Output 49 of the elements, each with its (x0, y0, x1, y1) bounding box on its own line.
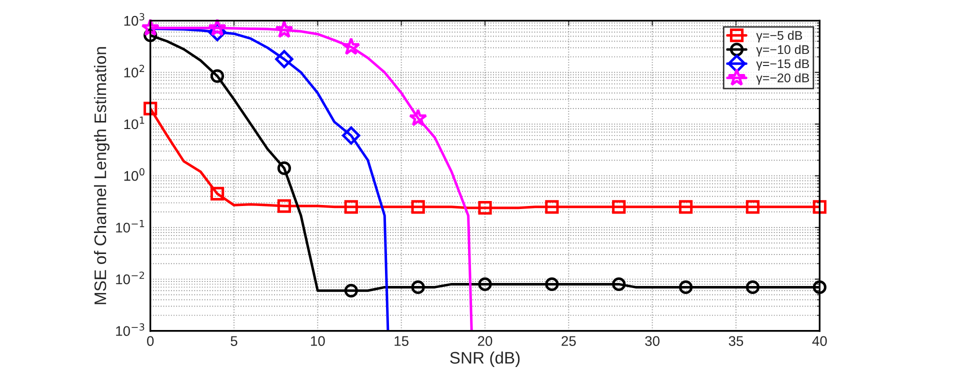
point (344, 284, 358, 298)
point (545, 277, 559, 291)
legend-label: γ=−20 dB (756, 73, 809, 85)
point (812, 200, 826, 214)
x-tick-label: 10 (311, 336, 325, 346)
point (678, 280, 693, 294)
legend-label: γ=−15 dB (756, 58, 809, 71)
point (344, 200, 358, 214)
x-tick-label: 0 (147, 336, 154, 346)
y-tick-label: 10$^{0}$ (124, 168, 144, 181)
point (275, 50, 294, 68)
x-tick-label: 20 (478, 336, 492, 346)
point (478, 277, 492, 291)
point (408, 108, 428, 126)
legend-label: γ=−5 dB (756, 30, 802, 42)
point (678, 200, 693, 214)
point (210, 69, 224, 83)
x-tick-label: 35 (728, 336, 744, 346)
y-tick-label: 10$^{−2}$ (116, 272, 144, 284)
point (144, 102, 158, 116)
point (612, 277, 626, 291)
x-tick-label: 15 (394, 336, 408, 346)
point (746, 280, 760, 294)
point (411, 280, 425, 294)
y-tick-label: 10$^{−3}$ (116, 323, 144, 336)
point (277, 161, 292, 176)
legend-label: γ=−10 dB (756, 44, 809, 56)
point (812, 280, 826, 294)
point (478, 201, 492, 215)
point (342, 126, 360, 145)
x-axis-title: SNR (dB) (450, 351, 520, 367)
y-axis-title: MSE of Channel Length Estimation (94, 47, 110, 304)
point (208, 18, 226, 36)
point (342, 37, 360, 55)
point (612, 200, 626, 214)
point (411, 200, 425, 214)
point (545, 200, 559, 214)
point (210, 186, 224, 201)
x-tick-label: 5 (230, 336, 238, 346)
x-tick-label: 40 (812, 336, 827, 346)
y-tick-label: 10$^{1}$ (124, 116, 144, 130)
y-tick-label: 10$^{−1}$ (116, 220, 144, 233)
y-tick-label: 10$^{2}$ (124, 64, 144, 78)
point (746, 200, 760, 214)
y-tick-label: 10$^{3}$ (124, 13, 144, 26)
x-tick-label: 25 (562, 336, 576, 346)
x-tick-label: 30 (645, 336, 660, 346)
point (277, 199, 292, 213)
point (275, 20, 294, 38)
